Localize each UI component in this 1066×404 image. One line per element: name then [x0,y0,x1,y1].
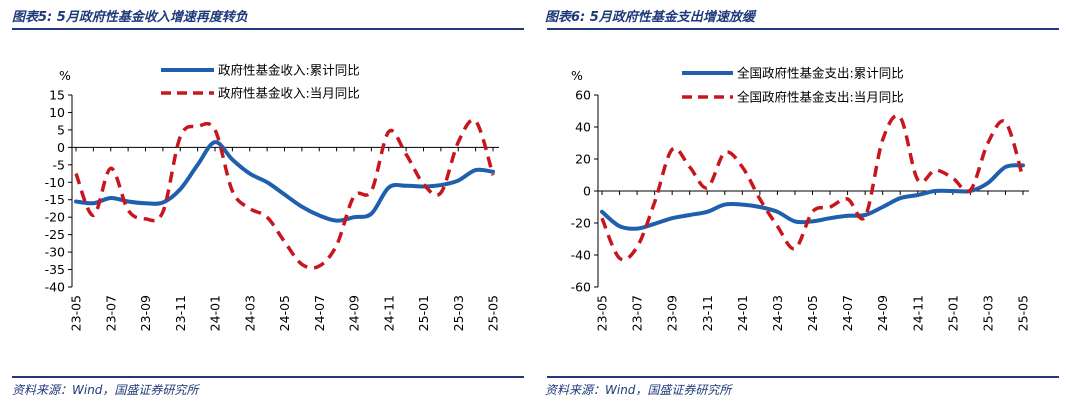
x-tick-label: 23-11 [700,295,715,331]
y-tick-label: -15 [45,192,65,207]
x-tick-label: 24-09 [875,295,890,331]
legend-label: 全国政府性基金支出:当月同比 [737,90,904,105]
x-tick-label: 25-03 [451,295,466,331]
source-rule [12,376,524,378]
legend-label: 全国政府性基金支出:累计同比 [737,66,904,81]
y-tick-label: -10 [45,175,65,190]
chart-panel-revenue: 图表5: 5月政府性基金收入增速再度转负 % 15 10 5 0 -5 -10 -15 -20 -… [12,10,524,397]
y-tick-label: 0 [57,140,65,155]
chart-title: 图表6: 5月政府性基金支出增速放缓 [545,10,755,25]
x-tick-label: 23-09 [665,295,680,331]
x-tick-label: 25-05 [486,295,501,331]
x-tick-label: 24-03 [242,295,257,331]
title-rule [12,28,524,30]
x-tick-label: 24-07 [312,295,327,331]
y-tick-label: 0 [583,184,591,199]
x-tick-label: 23-07 [103,295,118,331]
y-tick-label: 15 [49,88,65,103]
series-line-monthly [600,114,1025,262]
y-tick-label: -40 [45,280,65,295]
y-tick-label: 10 [49,105,65,120]
x-tick-label: 24-05 [805,295,820,331]
series-line-cumulative [600,163,1025,231]
x-tick-label: 25-03 [980,295,995,331]
y-tick-label: -35 [45,262,65,277]
x-tick-label: 23-11 [173,295,188,331]
y-unit-label: % [571,68,583,83]
y-tick-label: -30 [45,245,65,260]
y-tick-label: -20 [45,210,65,225]
chart-panel-expenditure: 图表6: 5月政府性基金支出增速放缓 % 60 40 20 0 -20 -40 -60 23-0… [533,0,1066,404]
x-tick-label: 23-05 [595,295,610,331]
x-tick-label: 23-09 [138,295,153,331]
y-tick-label: -20 [571,216,591,231]
x-tick-label: 24-07 [840,295,855,331]
x-tick-label: 24-09 [347,295,362,331]
x-tick-label: 23-07 [630,295,645,331]
y-tick-label: -40 [571,248,591,263]
x-tick-label: 24-11 [910,295,925,331]
x-tick-label: 24-01 [735,295,750,331]
x-tick-label: 23-05 [69,295,84,331]
y-unit-label: % [59,68,71,83]
revenue-chart-svg: % 15 10 5 0 -5 -10 -15 -20 -25 -30 -35 -40 23-05 23-07… [45,63,501,332]
title-rule [547,28,1059,30]
source-rule [547,376,1059,378]
x-tick-label: 24-01 [208,295,223,331]
expenditure-chart-svg: % 60 40 20 0 -20 -40 -60 23-05 23-07 23-09 23-11 24-… [571,66,1031,332]
y-tick-label: 60 [575,88,591,103]
x-tick-label: 25-05 [1016,295,1031,331]
x-tick-label: 24-05 [277,295,292,331]
y-tick-label: 20 [575,152,591,167]
chart-title: 图表5: 5月政府性基金收入增速再度转负 [12,10,248,25]
x-tick-label: 24-11 [381,295,396,331]
x-tick-label: 24-03 [770,295,785,331]
x-tick-label: 25-01 [945,295,960,331]
series-line-cumulative [74,140,495,223]
source-note: 资料来源：Wind，国盛证券研究所 [545,383,732,397]
y-tick-label: -60 [571,280,591,295]
y-tick-label: -25 [45,227,65,242]
y-tick-label: 40 [575,120,591,135]
x-tick-label: 25-01 [416,295,431,331]
source-note: 资料来源：Wind，国盛证券研究所 [12,383,199,397]
series-line-monthly [74,118,495,270]
legend-label: 政府性基金收入:累计同比 [218,63,360,78]
legend-label: 政府性基金收入:当月同比 [218,86,360,101]
y-tick-label: 5 [57,122,65,137]
y-tick-label: -5 [53,157,65,172]
